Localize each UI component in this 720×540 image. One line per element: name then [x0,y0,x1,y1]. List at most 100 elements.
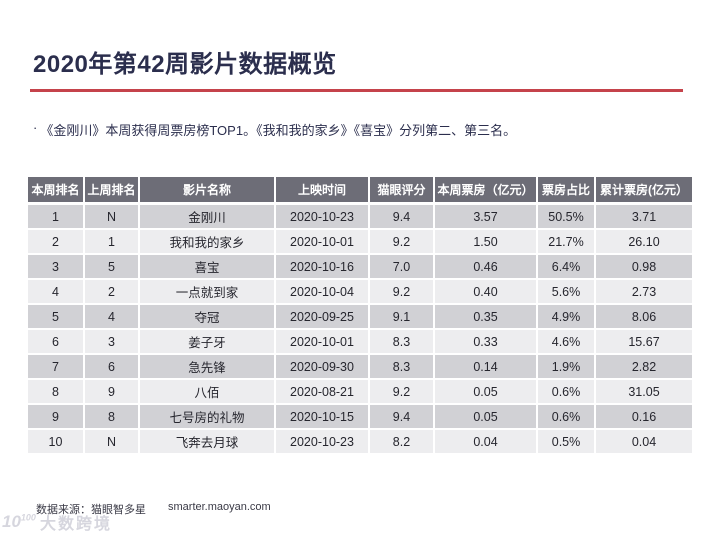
table-cell: 2.73 [596,280,692,305]
table-cell: 8.2 [370,430,435,455]
table-cell: 7.0 [370,255,435,280]
table-row: 5 4 夺冠 2020-09-25 9.1 0.35 4.9% 8.06 [28,305,692,330]
table-cell: 4 [28,280,85,305]
table-cell: 1.9% [538,355,596,380]
table-cell: 7 [28,355,85,380]
box-office-table: 本周排名 上周排名 影片名称 上映时间 猫眼评分 本周票房（亿元） 票房占比 累计票房(亿元）… [28,177,692,455]
table-cell: 2020-10-23 [276,430,370,455]
table-cell: 2.82 [596,355,692,380]
table-cell: 飞奔去月球 [140,430,276,455]
summary-text: 《金刚川》本周获得周票房榜TOP1。《我和我的家乡》《喜宝》分列第二、第三名。 [40,123,517,138]
table-cell: 八佰 [140,380,276,405]
table-cell: 4.6% [538,330,596,355]
table-cell: 6 [85,355,140,380]
table-header: 本周排名 上周排名 影片名称 上映时间 猫眼评分 本周票房（亿元） 票房占比 累计票房(亿元） [28,177,692,205]
source-label: 数据来源：猫眼智多星 [36,504,146,516]
title-underline [30,89,683,92]
table-cell: 1.50 [435,230,538,255]
table-column-header: 累计票房(亿元） [596,177,692,205]
table-cell: 2020-10-23 [276,205,370,230]
table-cell: 5.6% [538,280,596,305]
table-cell: 8 [85,405,140,430]
data-source: 数据来源：猫眼智多星 smarter.maoyan.com [36,501,271,517]
table-row: 9 8 七号房的礼物 2020-10-15 9.4 0.05 0.6% 0.16 [28,405,692,430]
table-cell: 6 [28,330,85,355]
table-cell: 8.3 [370,355,435,380]
table-column-header: 本周排名 [28,177,85,205]
table-cell: 喜宝 [140,255,276,280]
table-cell: 2020-09-25 [276,305,370,330]
table-cell: 七号房的礼物 [140,405,276,430]
table-header-row: 本周排名 上周排名 影片名称 上映时间 猫眼评分 本周票房（亿元） 票房占比 累计票房(亿元） [28,177,692,205]
table-cell: 8.06 [596,305,692,330]
bullet-marker: · [33,120,38,135]
table-cell: 9 [85,380,140,405]
table-column-header: 上周排名 [85,177,140,205]
watermark-text: 大数跨境 [39,516,112,533]
table-cell: 姜子牙 [140,330,276,355]
table-column-header: 本周票房（亿元） [435,177,538,205]
table-cell: 4 [85,305,140,330]
table-cell: 31.05 [596,380,692,405]
table-row: 8 9 八佰 2020-08-21 9.2 0.05 0.6% 31.05 [28,380,692,405]
table-cell: 2020-10-01 [276,330,370,355]
table-cell: 0.14 [435,355,538,380]
table-cell: 9.4 [370,205,435,230]
table-cell: 0.33 [435,330,538,355]
table-cell: 2020-10-15 [276,405,370,430]
table-cell: 2020-09-30 [276,355,370,380]
table-cell: 3 [28,255,85,280]
table-cell: 15.67 [596,330,692,355]
table-cell: 0.05 [435,405,538,430]
page-title: 2020年第42周影片数据概览 [33,51,337,78]
table-cell: 9.2 [370,230,435,255]
source-url: smarter.maoyan.com [168,501,271,513]
table-cell: 2 [28,230,85,255]
table-cell: 10 [28,430,85,455]
table-cell: 0.5% [538,430,596,455]
table-cell: 一点就到家 [140,280,276,305]
table-cell: 0.6% [538,380,596,405]
table-cell: 0.98 [596,255,692,280]
table-cell: 9.2 [370,280,435,305]
table-cell: 金刚川 [140,205,276,230]
table-cell: 4.9% [538,305,596,330]
table-cell: 1 [28,205,85,230]
table-cell: 2 [85,280,140,305]
table-cell: 5 [28,305,85,330]
table-column-header: 猫眼评分 [370,177,435,205]
table-cell: N [85,205,140,230]
table-cell: 我和我的家乡 [140,230,276,255]
watermark-logo-icon: 10100 [2,512,36,531]
table-cell: 急先锋 [140,355,276,380]
table-row: 10 N 飞奔去月球 2020-10-23 8.2 0.04 0.5% 0.04 [28,430,692,455]
table-cell: 6.4% [538,255,596,280]
table-row: 1 N 金刚川 2020-10-23 9.4 3.57 50.5% 3.71 [28,205,692,230]
table-row: 3 5 喜宝 2020-10-16 7.0 0.46 6.4% 0.98 [28,255,692,280]
table-cell: 2020-10-16 [276,255,370,280]
table-column-header: 上映时间 [276,177,370,205]
table-row: 7 6 急先锋 2020-09-30 8.3 0.14 1.9% 2.82 [28,355,692,380]
table-cell: 2020-10-04 [276,280,370,305]
table-cell: 0.04 [596,430,692,455]
table-cell: 夺冠 [140,305,276,330]
table-cell: 9.1 [370,305,435,330]
table-cell: 0.46 [435,255,538,280]
table-cell: 50.5% [538,205,596,230]
table-cell: 5 [85,255,140,280]
table-row: 4 2 一点就到家 2020-10-04 9.2 0.40 5.6% 2.73 [28,280,692,305]
table-cell: 2020-10-01 [276,230,370,255]
table-cell: 3.71 [596,205,692,230]
table-cell: 1 [85,230,140,255]
table-cell: 0.40 [435,280,538,305]
table-cell: N [85,430,140,455]
table-cell: 21.7% [538,230,596,255]
table-row: 6 3 姜子牙 2020-10-01 8.3 0.33 4.6% 15.67 [28,330,692,355]
table-cell: 9.2 [370,380,435,405]
table-cell: 0.04 [435,430,538,455]
table-cell: 0.6% [538,405,596,430]
table-cell: 3 [85,330,140,355]
table-cell: 9 [28,405,85,430]
table-cell: 0.05 [435,380,538,405]
table-cell: 3.57 [435,205,538,230]
